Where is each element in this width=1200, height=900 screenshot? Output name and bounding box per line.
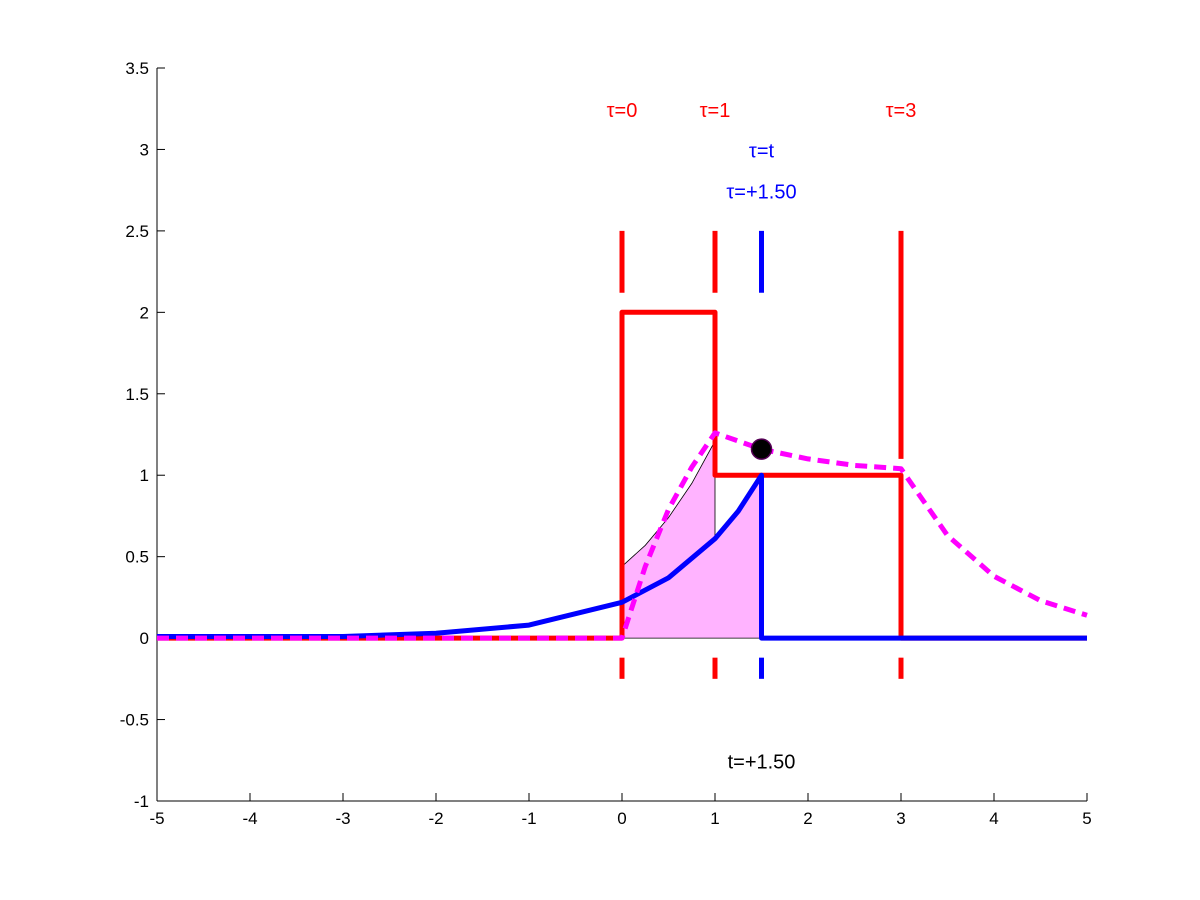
x-tick-label: -5 [149, 809, 164, 828]
series-line-1 [157, 309, 1087, 641]
tau-marker-label: τ=1 [700, 100, 731, 122]
x-tick-label: -4 [242, 809, 257, 828]
y-tick-label: -0.5 [120, 711, 149, 730]
series-line-3 [157, 430, 1088, 641]
series-line-2 [157, 472, 1087, 641]
x-tick-label: -1 [521, 809, 536, 828]
x-tick-label: -2 [428, 809, 443, 828]
x-tick-label: 0 [617, 809, 626, 828]
annotation-label: τ=+1.50 [726, 181, 796, 203]
y-tick-label: 3.5 [125, 59, 149, 78]
y-tick-label: -1 [134, 792, 149, 811]
tau-marker-label: τ=3 [886, 100, 917, 122]
annotation-label: t=+1.50 [728, 751, 796, 773]
x-tick-label: 4 [989, 809, 998, 828]
x-tick-label: -3 [335, 809, 350, 828]
x-tick-label: 5 [1082, 809, 1091, 828]
point-markers [750, 438, 773, 460]
y-tick-label: 3 [140, 140, 149, 159]
series-lines [157, 309, 1088, 641]
y-tick-label: 1 [140, 466, 149, 485]
x-tick-label: 3 [896, 809, 905, 828]
x-tick-label: 1 [710, 809, 719, 828]
y-tick-label: 0 [140, 629, 149, 648]
annotations: τ=0 τ=1 τ=t τ=3 τ=+1.50 t=+1.50 [607, 100, 917, 774]
axes: -5 -4 -3 -2 -1 0 1 2 3 4 5 -1 -0.5 0 0.5 1 1.5 2 2.5 3 3.5 [120, 59, 1092, 828]
y-tick-label: 1.5 [125, 385, 149, 404]
tau-markers [619, 230, 904, 679]
x-tick-label: 2 [803, 809, 812, 828]
y-tick-label: 2.5 [125, 222, 149, 241]
current-point-marker [750, 438, 773, 460]
tau-marker-label: τ=t [749, 141, 775, 163]
tau-marker-label: τ=0 [607, 100, 638, 122]
y-tick-label: 0.5 [125, 548, 149, 567]
y-tick-label: 2 [140, 303, 149, 322]
